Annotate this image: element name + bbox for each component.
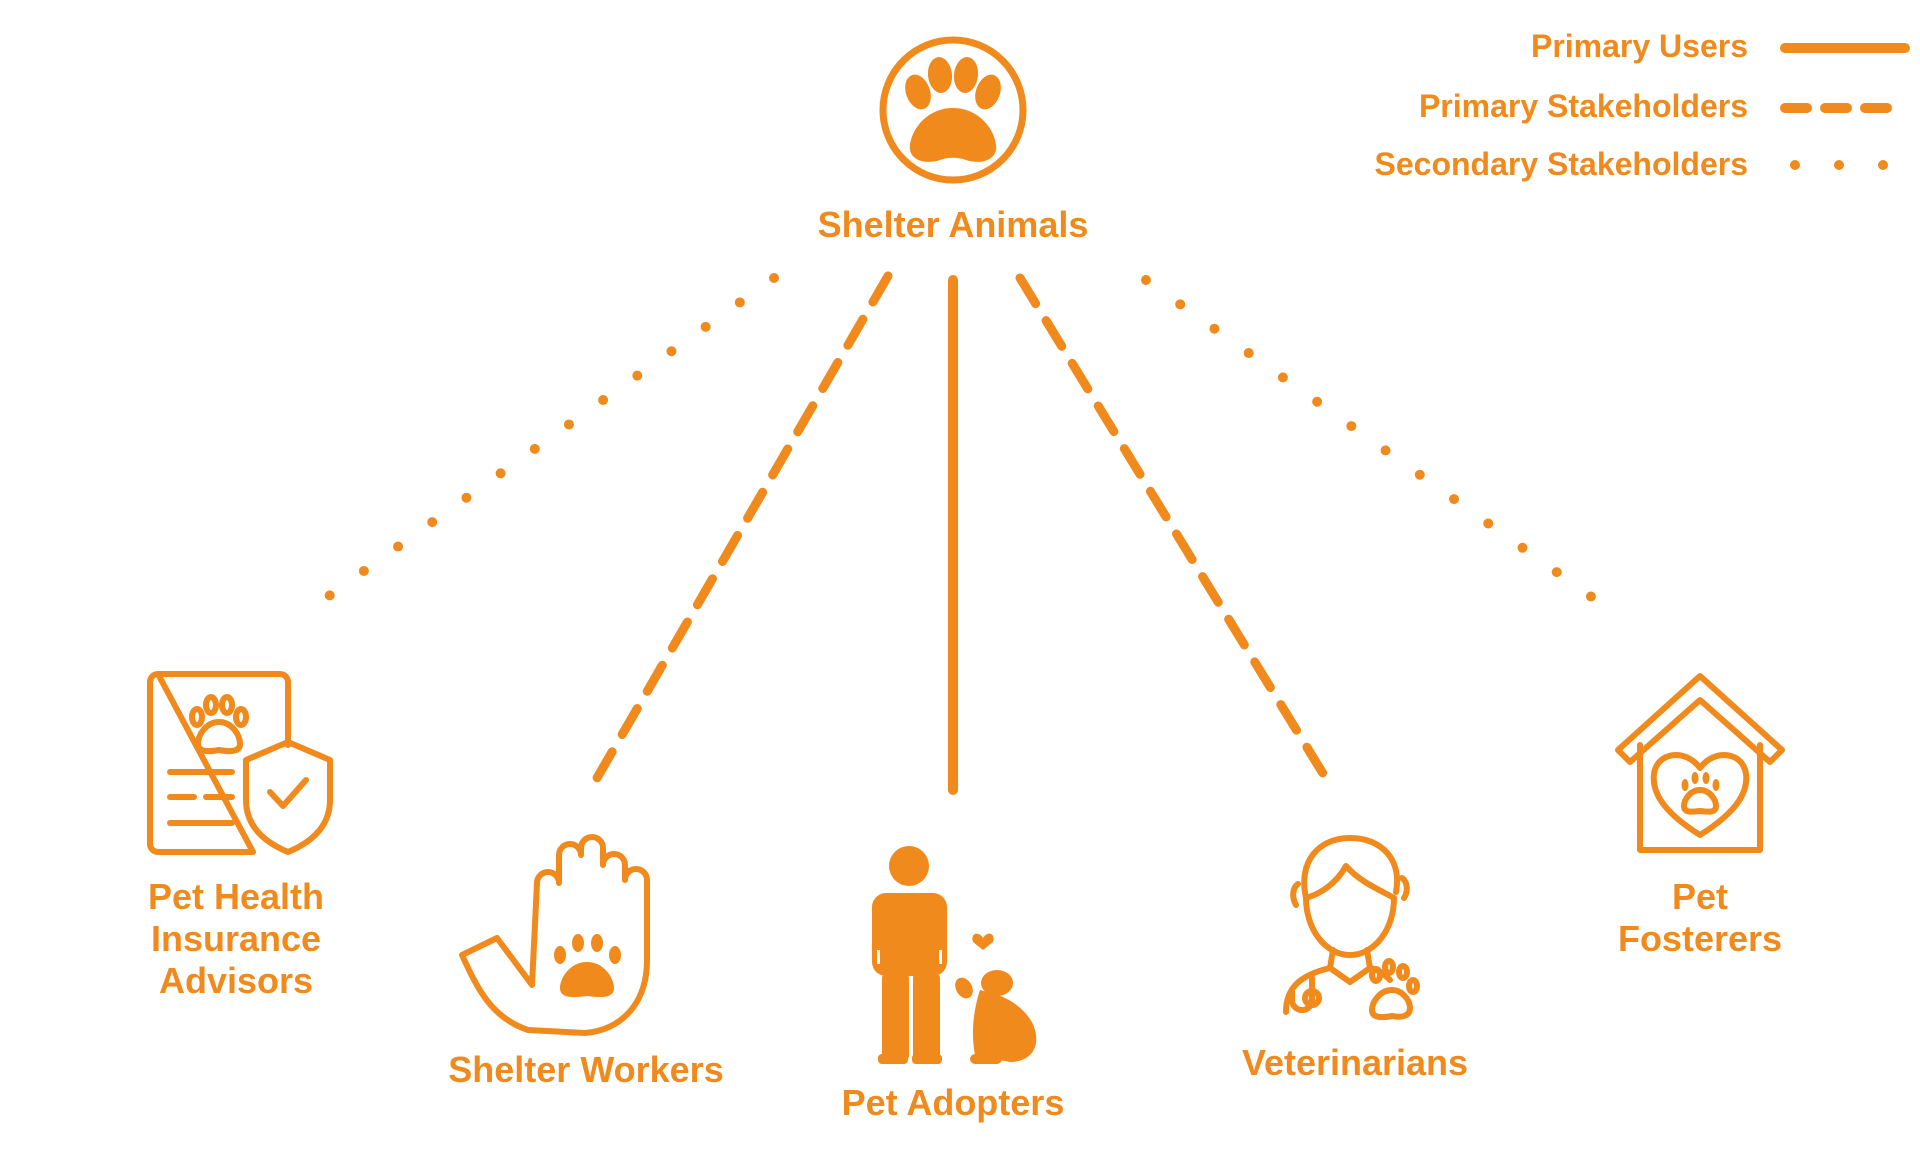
hand-paw-icon [459, 834, 650, 1036]
connector-secondary-fosterers [1141, 275, 1629, 625]
paw-print-icon [879, 36, 1027, 184]
node-label-workers: Shelter Workers [448, 1049, 724, 1090]
insurance-label-line3: Advisors [158, 960, 314, 1001]
pet-house-heart-icon [1615, 673, 1785, 853]
center-label: Shelter Animals [817, 204, 1089, 245]
connector-secondary-insurance [293, 273, 779, 623]
connector-primary-stakeholder-workers [585, 271, 893, 795]
node-label-adopters: Pet Adopters [841, 1082, 1065, 1123]
connector-primary-stakeholder-vets [1015, 273, 1335, 790]
node-label-insurance: Pet Health Insurance Advisors [86, 876, 386, 1002]
insurance-label-line2: Insurance [150, 918, 322, 959]
node-label-vets: Veterinarians [1241, 1042, 1469, 1083]
fosterers-label-line1: Pet [1671, 876, 1729, 917]
fosterers-label-line2: Fosterers [1617, 918, 1783, 959]
veterinarian-icon [1283, 835, 1420, 1021]
legend-primary-users: Primary Users [1530, 28, 1748, 64]
legend-secondary-stakeholders: Secondary Stakeholders [1374, 146, 1748, 182]
insurance-label-line1: Pet Health [147, 876, 325, 917]
node-label-fosterers: Pet Fosterers [1560, 876, 1840, 960]
person-with-dog-icon [872, 846, 1037, 1064]
legend-primary-stakeholders: Primary Stakeholders [1418, 88, 1748, 124]
insurance-document-shield-icon [147, 671, 333, 855]
connectors [293, 271, 1629, 795]
legend-lines [1780, 43, 1910, 170]
